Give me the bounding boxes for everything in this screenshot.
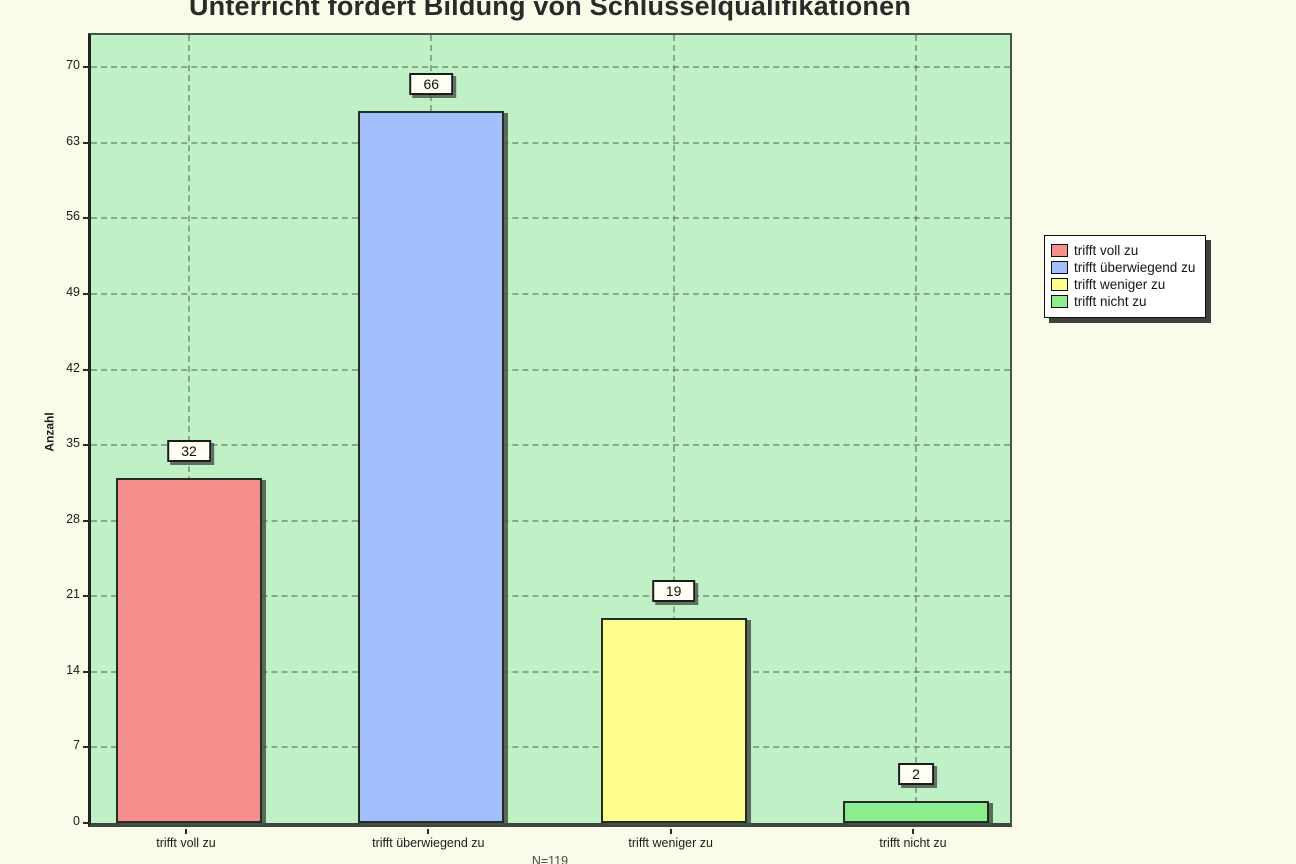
- x-tick-mark: [427, 829, 430, 834]
- y-tick-label: 14: [66, 662, 80, 677]
- legend-swatch: [1051, 278, 1068, 291]
- y-tick-label: 70: [66, 58, 80, 73]
- horizontal-gridline: [91, 670, 1010, 673]
- horizontal-gridline: [91, 293, 1010, 296]
- horizontal-gridline: [91, 595, 1010, 598]
- bar-3: [600, 617, 747, 823]
- x-category-label: trifft überwiegend zu: [372, 836, 485, 850]
- y-tick-label: 42: [66, 360, 80, 375]
- y-tick-mark: [83, 293, 90, 295]
- bar-value-label: 2: [898, 763, 934, 786]
- y-tick-label: 21: [66, 587, 80, 602]
- legend-item-label: trifft weniger zu: [1074, 277, 1166, 292]
- legend-item-label: trifft voll zu: [1074, 243, 1139, 258]
- bar-value-label: 66: [409, 72, 454, 95]
- legend: trifft voll zu trifft überwiegend zu triff…: [1044, 235, 1207, 318]
- y-tick-mark: [83, 66, 90, 69]
- x-tick-mark: [912, 829, 914, 834]
- y-tick-mark: [83, 368, 90, 371]
- y-tick-mark: [83, 595, 90, 598]
- y-tick-mark: [83, 141, 90, 144]
- y-tick-label: 7: [73, 738, 80, 753]
- y-tick-mark: [83, 670, 90, 673]
- horizontal-gridline: [91, 444, 1010, 447]
- vertical-gridline: [672, 35, 675, 823]
- bar-value-label: 19: [651, 579, 696, 602]
- plot-area: 32 66 19 2: [88, 33, 1012, 827]
- legend-swatch: [1051, 261, 1068, 274]
- x-tick-mark: [185, 829, 187, 834]
- legend-item: trifft voll zu: [1051, 243, 1195, 258]
- legend-item: trifft nicht zu: [1051, 294, 1195, 309]
- x-tick-mark: [669, 829, 672, 834]
- legend-item: trifft weniger zu: [1051, 277, 1195, 292]
- x-category-label: trifft nicht zu: [879, 836, 947, 850]
- horizontal-gridline: [91, 368, 1010, 371]
- x-category-label: trifft weniger zu: [628, 836, 713, 850]
- y-tick-label: 28: [66, 511, 80, 526]
- legend-swatch: [1051, 295, 1068, 308]
- bar-1: [116, 477, 262, 823]
- legend-item-label: trifft nicht zu: [1074, 294, 1147, 309]
- y-tick-mark: [83, 217, 90, 220]
- legend-item: trifft überwiegend zu: [1051, 260, 1195, 275]
- chart-title: Unterricht fördert Bildung von Schlüssel…: [188, 0, 912, 21]
- horizontal-gridline: [91, 66, 1010, 69]
- bar-value-label: 32: [167, 439, 211, 462]
- horizontal-gridline: [91, 746, 1010, 749]
- legend-item-label: trifft überwiegend zu: [1074, 260, 1196, 275]
- y-tick-mark: [83, 746, 90, 749]
- vertical-gridline: [188, 35, 190, 823]
- x-axis-note-partial: N=119: [531, 854, 569, 864]
- y-tick-mark: [83, 519, 90, 522]
- y-tick-label: 56: [66, 209, 80, 224]
- y-tick-label: 49: [66, 285, 80, 299]
- bar-4: [843, 801, 989, 823]
- legend-swatch: [1051, 244, 1068, 257]
- y-tick-mark: [83, 822, 90, 824]
- y-tick-label: 63: [66, 133, 80, 148]
- x-category-label: trifft voll zu: [156, 836, 216, 850]
- vertical-gridline: [915, 35, 917, 823]
- horizontal-gridline: [91, 519, 1010, 522]
- y-tick-mark: [83, 444, 90, 447]
- y-tick-label: 35: [66, 436, 80, 451]
- y-tick-label: 0: [73, 814, 80, 828]
- bar-2: [358, 110, 505, 823]
- horizontal-gridline: [91, 141, 1010, 144]
- horizontal-gridline: [91, 217, 1010, 220]
